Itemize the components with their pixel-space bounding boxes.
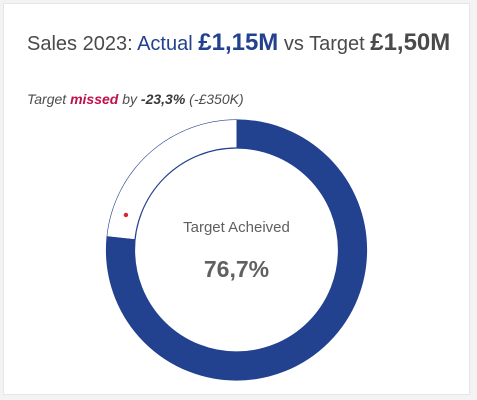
donut-segment-remaining (107, 119, 237, 240)
title-target-value: £1,50M (370, 29, 451, 56)
donut-inner-outline (133, 147, 340, 353)
title-actual-value: £1,15M (198, 29, 279, 56)
donut-center-label: Target Acheived (183, 219, 290, 236)
card-title: Sales 2023: Actual £1,15M vs Target £1,5… (27, 31, 450, 55)
title-actual-word: Actual (137, 33, 193, 55)
target-marker-dot (123, 212, 129, 218)
title-prefix: Sales 2023: (27, 33, 133, 55)
subtitle-amount: (-£350K) (189, 91, 244, 107)
subtitle-percent: -23,3% (140, 91, 186, 107)
title-vs-word: vs Target (283, 33, 365, 55)
subtitle-prefix: Target (27, 91, 67, 107)
donut-center-value: 76,7% (204, 256, 269, 282)
subtitle-by: by (122, 91, 138, 107)
card-subtitle: Target missed by -23,3% (-£350K) (27, 91, 244, 107)
subtitle-missed: missed (70, 91, 119, 107)
